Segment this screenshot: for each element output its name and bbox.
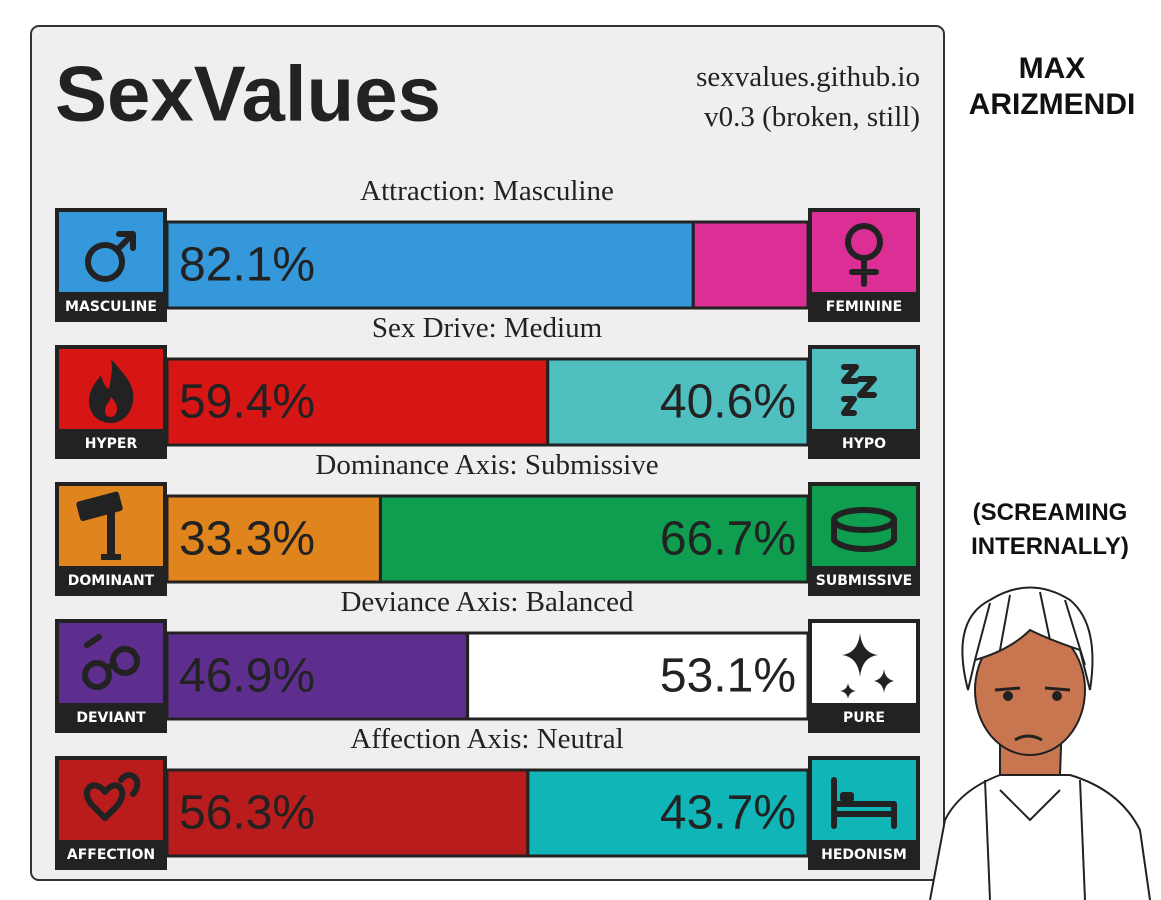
bar-segment (466, 631, 810, 721)
axis-title: Dominance Axis: Submissive (315, 449, 658, 481)
icon-label: SUBMISSIVE (816, 573, 912, 589)
value-label: 82.1% (179, 239, 315, 292)
icon-label-strip (810, 292, 918, 320)
caption-line: INTERNALLY) (971, 533, 1129, 560)
value-label: 33.3% (179, 513, 315, 566)
value-label: 53.1% (660, 650, 796, 703)
icon-label-strip (57, 703, 165, 731)
value-label: 56.3% (179, 787, 315, 840)
icon-label: DOMINANT (68, 573, 155, 589)
axis-title: Affection Axis: Neutral (350, 723, 623, 755)
site: sexvalues.github.io (696, 61, 920, 93)
icon-label: MASCULINE (65, 299, 157, 315)
icon-label: HEDONISM (821, 847, 907, 863)
bar-segment (165, 494, 382, 584)
value-label: 46.9% (179, 650, 315, 703)
bar-segment (165, 220, 695, 310)
bar-segment (378, 494, 810, 584)
axis-title: Sex Drive: Medium (372, 312, 603, 344)
title: SexValues (55, 50, 441, 138)
axis-title: Attraction: Masculine (360, 175, 614, 207)
version: v0.3 (broken, still) (704, 101, 920, 133)
character (929, 586, 1151, 900)
icon-label-strip (810, 429, 918, 457)
bar-segment (165, 357, 550, 447)
icon-label: PURE (843, 710, 885, 726)
icon-label-strip (57, 840, 165, 868)
bar-segment (526, 768, 810, 858)
name-line: MAX (1019, 52, 1086, 85)
rows: Attraction: Masculine 82.1% MASCULINE FEMIN… (55, 175, 920, 870)
icon-label-strip (810, 840, 918, 868)
icon-label: HYPER (85, 436, 138, 452)
value-label: 59.4% (179, 376, 315, 429)
icons (76, 223, 897, 829)
name-line: ARIZMENDI (969, 88, 1136, 121)
value-label: 40.6% (660, 376, 796, 429)
icon-label: FEMININE (826, 299, 902, 315)
icon-label: AFFECTION (67, 847, 155, 863)
caption-line: (SCREAMING (973, 499, 1128, 526)
icon-label: DEVIANT (76, 710, 146, 726)
bar-segment (165, 768, 530, 858)
icon-label-strip (57, 429, 165, 457)
bar-segment (691, 220, 810, 310)
value-label: 43.7% (660, 787, 796, 840)
icon-label-strip (57, 292, 165, 320)
bar-segment (546, 357, 810, 447)
icon-label-strip (57, 566, 165, 594)
icon-label: HYPO (842, 436, 886, 452)
axis-title: Deviance Axis: Balanced (340, 586, 634, 618)
icon-label-strip (810, 566, 918, 594)
value-label: 66.7% (660, 513, 796, 566)
icon-label-strip (810, 703, 918, 731)
